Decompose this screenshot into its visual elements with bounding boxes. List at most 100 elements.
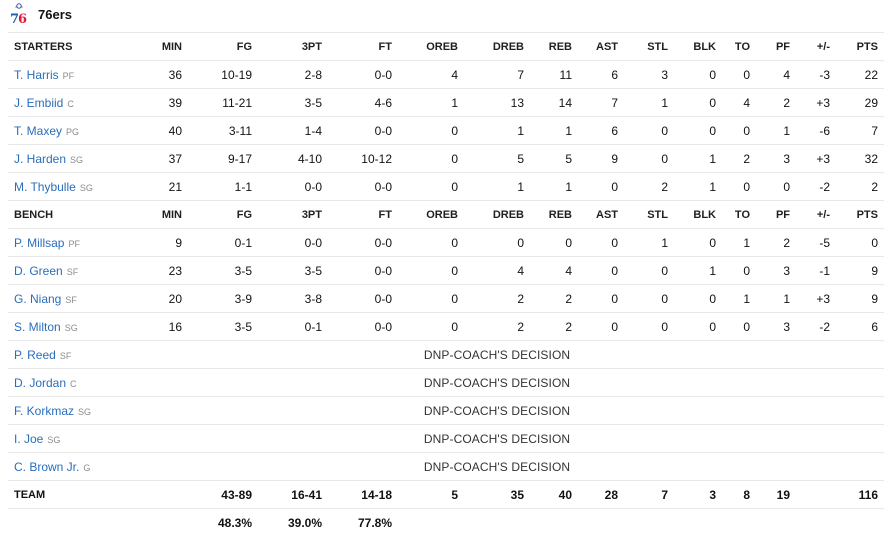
team-pct-to — [722, 509, 756, 537]
column-header-ft[interactable]: FT — [328, 200, 398, 229]
player-link[interactable]: P. Millsap — [14, 235, 65, 250]
column-header-plus-minus[interactable]: +/- — [796, 200, 836, 229]
column-header-min[interactable]: MIN — [140, 32, 188, 61]
stat-oreb: 0 — [398, 144, 464, 173]
player-link[interactable]: I. Joe — [14, 431, 44, 446]
column-header-blk[interactable]: BLK — [674, 32, 722, 61]
column-header-blk[interactable]: BLK — [674, 200, 722, 229]
player-link[interactable]: S. Milton — [14, 319, 61, 334]
player-name-cell: S. Milton SG — [8, 312, 140, 341]
team-total-fg: 43-89 — [188, 480, 258, 509]
stat-stl: 2 — [624, 172, 674, 201]
player-link[interactable]: T. Maxey — [14, 123, 63, 138]
column-header-pts[interactable]: PTS — [836, 200, 884, 229]
stat-oreb: 4 — [398, 60, 464, 89]
column-header-oreb[interactable]: OREB — [398, 200, 464, 229]
stat-dreb: 13 — [464, 88, 530, 117]
column-header-dreb[interactable]: DREB — [464, 200, 530, 229]
stat-to: 0 — [722, 256, 756, 285]
column-header-min[interactable]: MIN — [140, 200, 188, 229]
stat-reb: 2 — [530, 312, 578, 341]
stat-ast: 0 — [578, 284, 624, 313]
stat-min: 23 — [140, 256, 188, 285]
stat-fg: 9-17 — [188, 144, 258, 173]
stat-reb: 11 — [530, 60, 578, 89]
stat-plus-minus: +3 — [796, 284, 836, 313]
stat-ast: 0 — [578, 172, 624, 201]
stat-to: 4 — [722, 88, 756, 117]
column-header-to[interactable]: TO — [722, 32, 756, 61]
team-name[interactable]: 76ers — [38, 6, 72, 22]
column-header-ft[interactable]: FT — [328, 32, 398, 61]
column-header-stl[interactable]: STL — [624, 32, 674, 61]
stat-oreb: 0 — [398, 284, 464, 313]
column-header-stl[interactable]: STL — [624, 200, 674, 229]
player-link[interactable]: G. Niang — [14, 291, 62, 306]
player-link[interactable]: D. Green — [14, 263, 63, 278]
stat-fg: 3-5 — [188, 256, 258, 285]
player-name-cell: F. Korkmaz SG — [8, 396, 140, 425]
team-total-stl: 7 — [624, 480, 674, 509]
column-header-to[interactable]: TO — [722, 200, 756, 229]
stat-oreb: 0 — [398, 256, 464, 285]
stat-fg: 3-5 — [188, 312, 258, 341]
column-header-fg[interactable]: FG — [188, 32, 258, 61]
player-link[interactable]: J. Embiid — [14, 95, 64, 110]
player-link[interactable]: T. Harris — [14, 67, 59, 82]
stat-ast: 0 — [578, 256, 624, 285]
column-header-ast[interactable]: AST — [578, 32, 624, 61]
stat-oreb: 0 — [398, 172, 464, 201]
stat-fg: 0-1 — [188, 228, 258, 257]
stat-3pt: 3-5 — [258, 256, 328, 285]
player-link[interactable]: P. Reed — [14, 347, 56, 362]
starters-label: STARTERS — [8, 32, 140, 61]
dnp-row: I. Joe SG DNP-COACH'S DECISION — [8, 424, 884, 453]
player-name-cell: T. Maxey PG — [8, 116, 140, 145]
column-header-fg[interactable]: FG — [188, 200, 258, 229]
dnp-note: DNP-COACH'S DECISION — [140, 368, 884, 397]
column-header-reb[interactable]: REB — [530, 32, 578, 61]
stat-oreb: 0 — [398, 312, 464, 341]
team-percentages-row: 48.3% 39.0% 77.8% — [8, 509, 884, 537]
stat-blk: 1 — [674, 144, 722, 173]
stat-ft: 0-0 — [328, 60, 398, 89]
player-link[interactable]: M. Thybulle — [14, 179, 76, 194]
column-header-pts[interactable]: PTS — [836, 32, 884, 61]
player-name-cell: D. Jordan C — [8, 368, 140, 397]
column-header-ast[interactable]: AST — [578, 200, 624, 229]
76ers-logo-icon[interactable]: 7 6 — [10, 3, 28, 25]
column-header-pf[interactable]: PF — [756, 200, 796, 229]
column-header-dreb[interactable]: DREB — [464, 32, 530, 61]
stat-ast: 9 — [578, 144, 624, 173]
stat-ast: 0 — [578, 228, 624, 257]
column-header-reb[interactable]: REB — [530, 200, 578, 229]
stat-ft: 10-12 — [328, 144, 398, 173]
column-header-3pt[interactable]: 3PT — [258, 200, 328, 229]
player-link[interactable]: F. Korkmaz — [14, 403, 75, 418]
svg-text:6: 6 — [18, 12, 27, 25]
player-row: M. Thybulle SG 21 1-1 0-0 0-0 0 1 1 0 2 1 0 0 -2 2 — [8, 172, 884, 201]
column-header-pf[interactable]: PF — [756, 32, 796, 61]
stat-to: 1 — [722, 228, 756, 257]
stat-min: 37 — [140, 144, 188, 173]
player-row: T. Maxey PG 40 3-11 1-4 0-0 0 1 1 6 0 0 0 1 -6 7 — [8, 116, 884, 145]
player-link[interactable]: C. Brown Jr. — [14, 459, 80, 474]
team-total-pts: 116 — [836, 480, 884, 509]
player-name-cell: M. Thybulle SG — [8, 172, 140, 201]
player-name-cell: C. Brown Jr. G — [8, 452, 140, 481]
player-position: PF — [62, 70, 75, 81]
stat-3pt: 0-0 — [258, 228, 328, 257]
player-link[interactable]: J. Harden — [14, 151, 67, 166]
stat-ft: 0-0 — [328, 172, 398, 201]
column-header-3pt[interactable]: 3PT — [258, 32, 328, 61]
player-position: SF — [65, 294, 77, 305]
column-header-oreb[interactable]: OREB — [398, 32, 464, 61]
dnp-note: DNP-COACH'S DECISION — [140, 396, 884, 425]
stat-3pt: 0-1 — [258, 312, 328, 341]
stat-pts: 6 — [836, 312, 884, 341]
stat-pts: 9 — [836, 284, 884, 313]
player-link[interactable]: D. Jordan — [14, 375, 67, 390]
column-header-plus-minus[interactable]: +/- — [796, 32, 836, 61]
stat-pf: 0 — [756, 172, 796, 201]
team-pct-ast — [578, 509, 624, 537]
